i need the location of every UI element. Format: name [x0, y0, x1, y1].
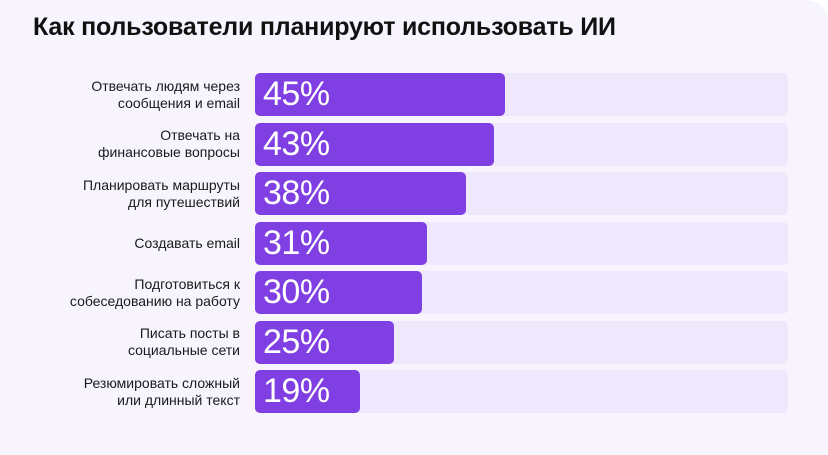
bar-row: Подготовиться к собеседованию на работу 3…: [0, 271, 828, 314]
value-label: 25%: [263, 322, 330, 361]
bar-track: 25%: [255, 320, 788, 364]
value-label: 45%: [263, 75, 330, 113]
bar: 19%: [255, 370, 361, 413]
category-label: Создавать email: [134, 234, 240, 251]
bar-track: 19%: [255, 370, 788, 413]
category-label: Писать посты в социальные сети: [127, 325, 240, 358]
bar-row: Создавать email 31%: [0, 221, 828, 265]
value-label: 31%: [263, 223, 330, 262]
category-label: Отвечать на финансовые вопросы: [98, 127, 240, 160]
bar-track: 31%: [255, 221, 788, 265]
bar: 25%: [255, 320, 394, 364]
bar-row: Резюмировать сложный или длинный текст 19…: [0, 370, 828, 413]
bar-track: 38%: [255, 172, 788, 215]
bar-row: Планировать маршруты для путешествий 38%: [0, 172, 828, 215]
category-label: Резюмировать сложный или длинный текст: [83, 374, 240, 408]
bar: 30%: [255, 271, 422, 314]
bar-track: 45%: [255, 73, 788, 116]
bar-row: Писать посты в социальные сети 25%: [0, 320, 828, 364]
category-label: Подготовиться к собеседованию на работу: [69, 275, 240, 309]
bar-row: Отвечать людям через сообщения и email 45…: [0, 73, 828, 116]
value-label: 43%: [263, 124, 330, 163]
bar: 43%: [255, 122, 494, 166]
value-label: 30%: [263, 273, 330, 311]
bar-track: 43%: [255, 122, 788, 166]
value-label: 19%: [263, 372, 330, 410]
bar: 31%: [255, 221, 428, 265]
value-label: 38%: [263, 174, 330, 212]
bar-track: 30%: [255, 271, 788, 314]
category-label: Отвечать людям через сообщения и email: [91, 77, 240, 111]
bar: 45%: [255, 73, 505, 116]
bar: 38%: [255, 172, 466, 215]
chart-title: Как пользователи планируют использовать …: [33, 13, 616, 41]
bar-row: Отвечать на финансовые вопросы 43%: [0, 122, 828, 166]
category-label: Планировать маршруты для путешествий: [82, 176, 240, 210]
